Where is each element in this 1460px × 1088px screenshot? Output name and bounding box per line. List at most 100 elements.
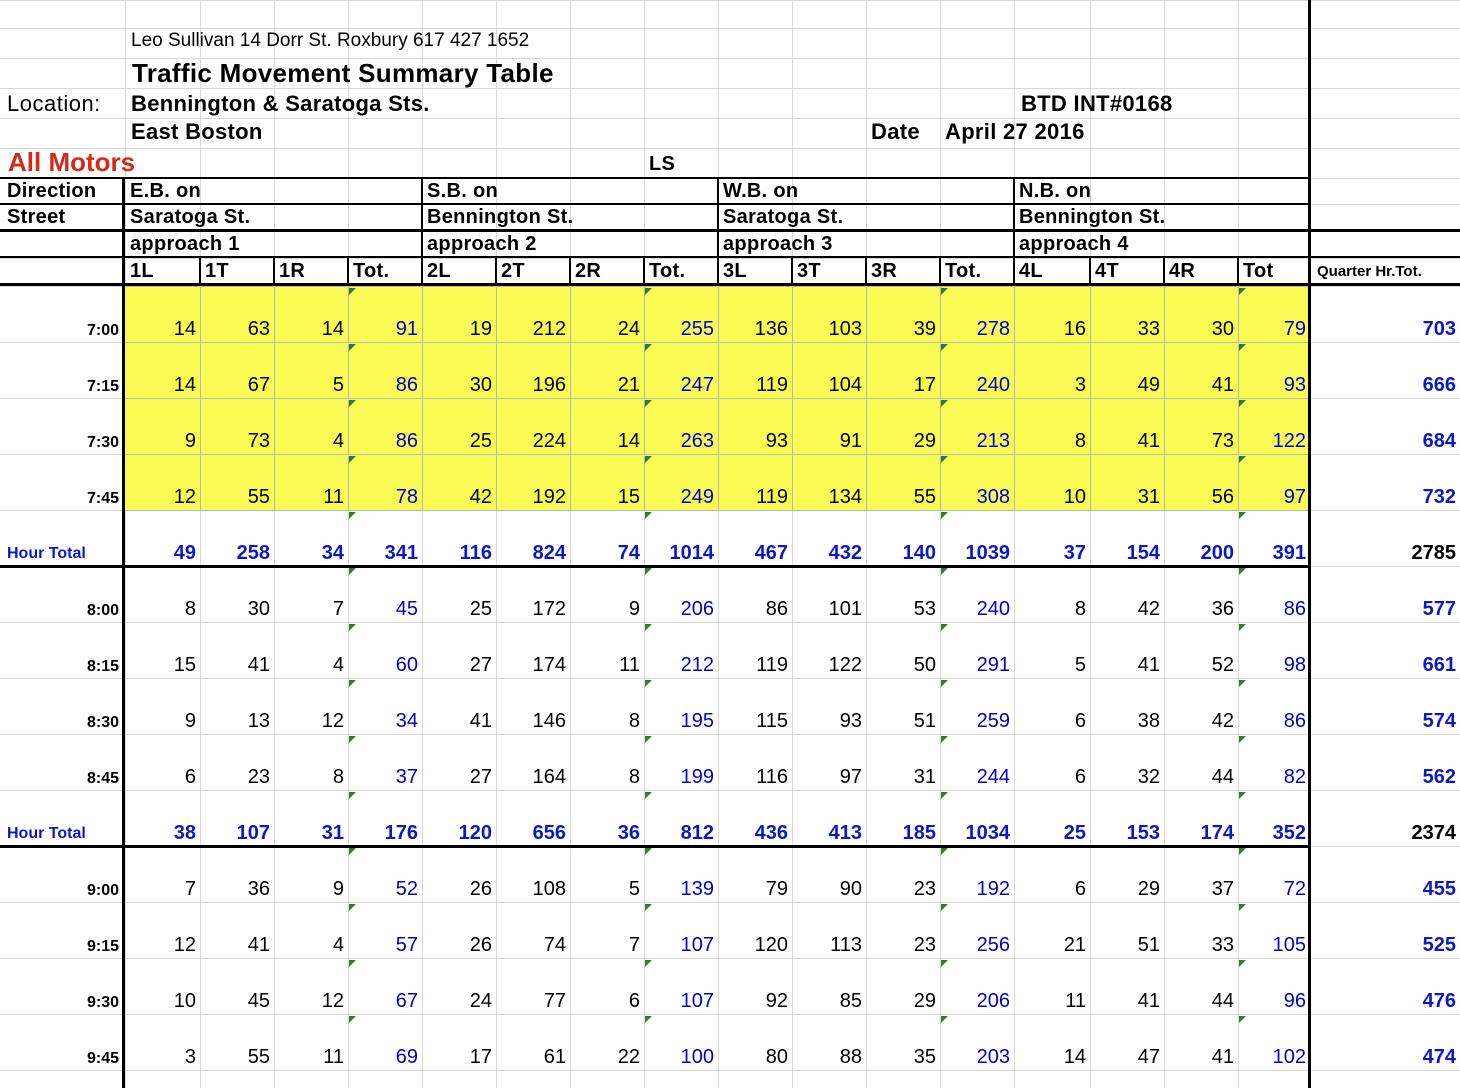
- movement-count-cell[interactable]: 17: [469, 1046, 492, 1068]
- quarter-total-cell[interactable]: 525: [1422, 934, 1456, 956]
- approach-2-direction[interactable]: S.B. on: [427, 180, 498, 202]
- hour-total-cell[interactable]: 352: [1272, 822, 1306, 844]
- movement-count-cell[interactable]: 9: [332, 878, 344, 900]
- movement-count-cell[interactable]: 56: [1211, 486, 1234, 508]
- movement-count-cell[interactable]: 15: [173, 654, 196, 676]
- approach-total-cell[interactable]: 60: [395, 654, 418, 676]
- movement-count-cell[interactable]: 39: [913, 318, 936, 340]
- approach-total-cell[interactable]: 102: [1272, 1046, 1306, 1068]
- movement-count-cell[interactable]: 108: [532, 878, 566, 900]
- movement-count-cell[interactable]: 3: [1074, 374, 1086, 396]
- movement-count-cell[interactable]: 30: [469, 374, 492, 396]
- movement-count-cell[interactable]: 11: [1065, 990, 1086, 1012]
- approach-1-approach[interactable]: approach 1: [130, 233, 240, 255]
- hour-total-cell[interactable]: 258: [236, 542, 270, 564]
- movement-count-cell[interactable]: 31: [1137, 486, 1160, 508]
- movement-count-cell[interactable]: 30: [1211, 318, 1234, 340]
- hour-total-cell[interactable]: 153: [1126, 822, 1160, 844]
- movement-count-cell[interactable]: 136: [754, 318, 788, 340]
- movement-count-cell[interactable]: 73: [247, 430, 270, 452]
- column-header-4l-4[interactable]: 4L: [1019, 260, 1043, 282]
- movement-count-cell[interactable]: 8: [184, 598, 196, 620]
- approach-3-street[interactable]: Saratoga St.: [723, 206, 844, 228]
- movement-count-cell[interactable]: 74: [543, 934, 566, 956]
- time-label[interactable]: 7:15: [86, 378, 119, 395]
- movement-count-cell[interactable]: 41: [1211, 374, 1234, 396]
- column-header-3t-3[interactable]: 3T: [797, 260, 821, 282]
- approach-total-cell[interactable]: 52: [395, 878, 418, 900]
- approach-2-approach[interactable]: approach 2: [427, 233, 537, 255]
- movement-count-cell[interactable]: 41: [1137, 430, 1160, 452]
- hour-total-cell[interactable]: 341: [384, 542, 418, 564]
- time-label[interactable]: 9:15: [86, 938, 119, 955]
- approach-total-cell[interactable]: 244: [976, 766, 1010, 788]
- quarter-total-cell[interactable]: 562: [1422, 766, 1456, 788]
- column-header-1l-1[interactable]: 1L: [130, 260, 154, 282]
- approach-total-cell[interactable]: 249: [680, 486, 714, 508]
- approach-total-cell[interactable]: 57: [395, 934, 418, 956]
- approach-2-street[interactable]: Bennington St.: [427, 206, 574, 228]
- hour-total-cell[interactable]: 656: [532, 822, 566, 844]
- movement-count-cell[interactable]: 23: [247, 766, 270, 788]
- quarter-total-cell[interactable]: 474: [1422, 1046, 1456, 1068]
- approach-total-cell[interactable]: 199: [680, 766, 714, 788]
- time-label[interactable]: 9:30: [86, 994, 119, 1011]
- movement-count-cell[interactable]: 14: [173, 374, 196, 396]
- time-label[interactable]: 8:30: [86, 714, 119, 731]
- approach-total-cell[interactable]: 69: [395, 1046, 418, 1068]
- movement-count-cell[interactable]: 33: [1137, 318, 1160, 340]
- approach-total-cell[interactable]: 240: [976, 598, 1010, 620]
- movement-count-cell[interactable]: 55: [247, 486, 270, 508]
- approach-total-cell[interactable]: 86: [1283, 710, 1306, 732]
- hour-total-cell[interactable]: 49: [173, 542, 196, 564]
- movement-count-cell[interactable]: 85: [839, 990, 862, 1012]
- movement-count-cell[interactable]: 55: [247, 1046, 270, 1068]
- movement-count-cell[interactable]: 63: [247, 318, 270, 340]
- movement-count-cell[interactable]: 122: [828, 654, 862, 676]
- movement-count-cell[interactable]: 7: [628, 934, 640, 956]
- movement-count-cell[interactable]: 44: [1211, 990, 1234, 1012]
- location-label[interactable]: Location:: [7, 91, 101, 116]
- approach-4-direction[interactable]: N.B. on: [1019, 180, 1092, 202]
- quarter-total-cell[interactable]: 574: [1422, 710, 1456, 732]
- movement-count-cell[interactable]: 7: [184, 878, 196, 900]
- approach-total-cell[interactable]: 107: [680, 934, 714, 956]
- hour-total-cell[interactable]: 185: [902, 822, 936, 844]
- hour-total-cell[interactable]: 154: [1126, 542, 1160, 564]
- column-header-tot-1[interactable]: Tot.: [353, 260, 390, 282]
- approach-total-cell[interactable]: 203: [976, 1046, 1010, 1068]
- hour-grand-total-cell[interactable]: 2374: [1411, 822, 1457, 844]
- movement-count-cell[interactable]: 172: [532, 598, 566, 620]
- movement-count-cell[interactable]: 41: [1137, 654, 1160, 676]
- movement-count-cell[interactable]: 119: [756, 374, 788, 396]
- approach-total-cell[interactable]: 91: [395, 318, 418, 340]
- movement-count-cell[interactable]: 13: [247, 710, 270, 732]
- author-line[interactable]: Leo Sullivan 14 Dorr St. Roxbury 617 427…: [131, 30, 530, 51]
- movement-count-cell[interactable]: 55: [913, 486, 936, 508]
- approach-total-cell[interactable]: 139: [680, 878, 714, 900]
- movement-count-cell[interactable]: 196: [532, 374, 566, 396]
- quarter-total-cell[interactable]: 661: [1422, 654, 1456, 676]
- movement-count-cell[interactable]: 93: [839, 710, 862, 732]
- movement-count-cell[interactable]: 51: [913, 710, 936, 732]
- approach-4-street[interactable]: Bennington St.: [1019, 206, 1166, 228]
- approach-total-cell[interactable]: 255: [680, 318, 714, 340]
- movement-count-cell[interactable]: 101: [828, 598, 862, 620]
- movement-count-cell[interactable]: 27: [469, 654, 492, 676]
- approach-4-approach[interactable]: approach 4: [1019, 233, 1129, 255]
- approach-total-cell[interactable]: 86: [1283, 598, 1306, 620]
- quarter-total-cell[interactable]: 703: [1422, 318, 1456, 340]
- movement-count-cell[interactable]: 36: [247, 878, 270, 900]
- approach-total-cell[interactable]: 100: [680, 1046, 714, 1068]
- hour-total-cell[interactable]: 107: [236, 822, 270, 844]
- approach-total-cell[interactable]: 247: [680, 374, 714, 396]
- movement-count-cell[interactable]: 79: [765, 878, 788, 900]
- hour-total-cell[interactable]: 432: [828, 542, 862, 564]
- hour-total-cell[interactable]: 174: [1200, 822, 1234, 844]
- hour-total-cell[interactable]: 391: [1272, 542, 1306, 564]
- time-label[interactable]: 9:00: [86, 882, 119, 899]
- column-header-2r-2[interactable]: 2R: [575, 260, 602, 282]
- time-label[interactable]: 8:15: [86, 658, 119, 675]
- hour-total-cell[interactable]: 120: [458, 822, 492, 844]
